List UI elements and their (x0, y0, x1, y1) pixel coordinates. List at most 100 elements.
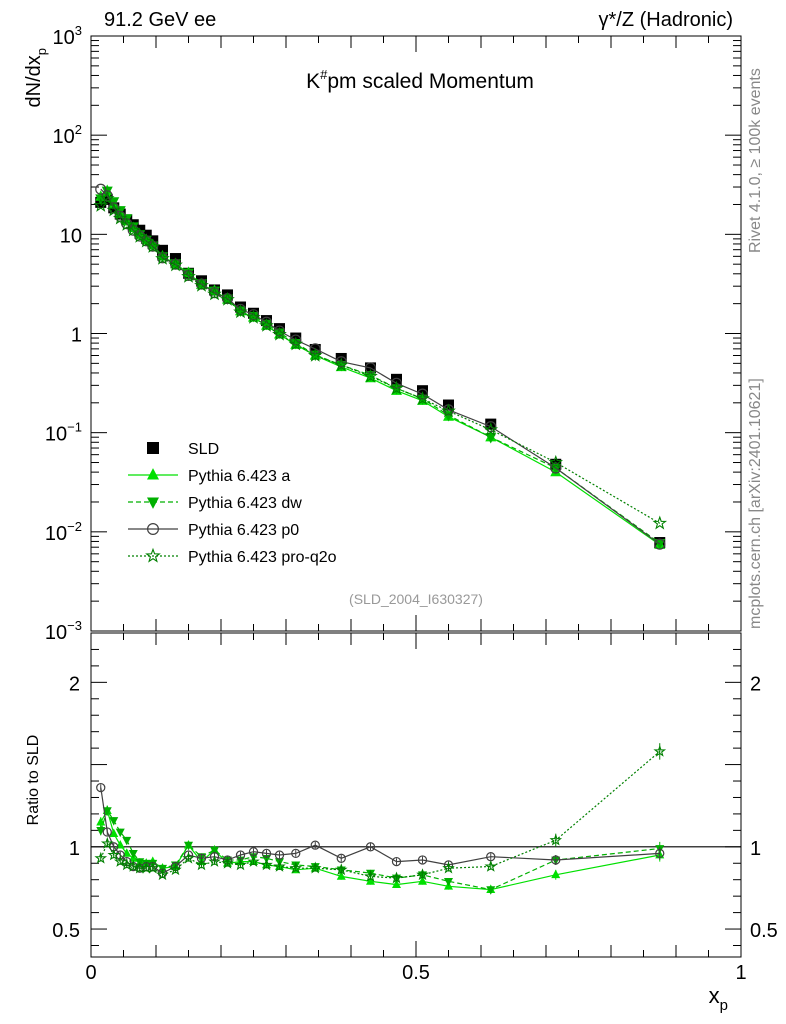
ratio-line (100, 787, 660, 874)
data-point (307, 347, 323, 362)
ratio-point (291, 848, 301, 859)
ratio-point (364, 869, 377, 882)
ratio-point (289, 861, 303, 874)
legend-entry: Pythia 6.423 pro-q2o (128, 547, 337, 566)
main-y-axis-label: dN/dxp (23, 48, 49, 107)
ratio-point (261, 848, 272, 859)
legend-label: SLD (188, 441, 219, 458)
ratio-point (336, 853, 346, 863)
ratio-point (486, 886, 496, 895)
legend-entry: Pythia 6.423 dw (128, 495, 302, 512)
mcplots-source-label: mcplots.cern.ch [arXiv:2401.10621] (747, 378, 764, 629)
series-line (100, 189, 661, 544)
ratio-series-pythia-6-423-a (96, 805, 665, 893)
ratio-point (100, 836, 114, 849)
data-point (485, 433, 497, 444)
data-point (181, 268, 196, 283)
ratio-point (208, 855, 221, 867)
ratio-point (391, 856, 402, 867)
data-point (95, 183, 107, 195)
x-tick-label: 0 (85, 962, 96, 984)
series-pythia-6-423-pro-q2o (93, 190, 668, 530)
data-point (99, 190, 115, 205)
ratio-point (107, 848, 121, 861)
ratio-y-tick-label: 2 (69, 673, 80, 695)
data-point (233, 304, 248, 319)
legend-label: Pythia 6.423 pro-q2o (188, 549, 337, 566)
data-point (145, 239, 161, 253)
ratio-y-tick-label-right: 2 (750, 673, 761, 695)
ratio-point (156, 868, 169, 881)
ratio-point (336, 871, 346, 880)
data-point (290, 334, 302, 346)
data-point (548, 454, 564, 469)
ratio-point (221, 856, 234, 869)
main-y-tick-label: 10 (60, 225, 82, 247)
ratio-frame (90, 632, 742, 958)
ratio-point (653, 744, 667, 757)
legend-marker (147, 468, 159, 480)
ratio-point (310, 840, 320, 850)
ratio-point (549, 833, 563, 846)
data-point (138, 233, 154, 248)
ratio-point (182, 851, 195, 864)
main-y-tick-label: 103 (53, 23, 82, 49)
ratio-y-tick-label: 0.5 (52, 920, 80, 942)
data-point (333, 357, 349, 372)
data-point (389, 380, 404, 395)
ratio-point (551, 869, 561, 879)
ratio-point (102, 807, 112, 816)
ratio-point (334, 863, 348, 876)
chart-title: K#pm scaled Momentum (306, 67, 534, 93)
ratio-point (102, 827, 112, 837)
header-right: γ*/Z (Hadronic) (599, 9, 733, 31)
data-point (194, 277, 209, 292)
data-point (272, 326, 287, 341)
data-point (119, 217, 135, 231)
data-point (363, 368, 378, 383)
series-pythia-6-423-p0 (95, 183, 666, 550)
data-point (246, 309, 261, 324)
legend-entry: SLD (147, 441, 219, 458)
series-line (100, 189, 661, 546)
data-point (654, 538, 666, 550)
data-point (112, 210, 128, 225)
main-y-tick-label: 10−3 (45, 618, 82, 644)
main-panel: K#pm scaled Momentum dN/dxp (SLD_2004_I6… (23, 23, 742, 644)
ratio-point (392, 879, 401, 889)
ratio-point (96, 816, 106, 826)
data-point (391, 373, 402, 385)
ratio-point (366, 876, 375, 885)
series-pythia-6-423-dw (95, 186, 666, 550)
ratio-point (96, 826, 106, 836)
ratio-point (113, 855, 127, 867)
ratio-point (274, 850, 285, 860)
legend-marker (147, 442, 159, 454)
rivet-version-label: Rivet 4.1.0, ≥ 100k events (747, 68, 764, 253)
ratio-point (126, 859, 140, 872)
ratio-point (115, 828, 125, 838)
ratio-point (184, 841, 193, 851)
data-point (260, 316, 273, 328)
ratio-point (390, 871, 403, 884)
data-point (125, 222, 141, 237)
ratio-y-tick-label-right: 0.5 (750, 920, 778, 942)
ratio-point (122, 836, 132, 846)
main-frame (90, 35, 742, 632)
ratio-point (109, 828, 119, 838)
ratio-point (655, 848, 665, 859)
ratio-axis-ticks: 2 21 10.5 0.50 0.5 1 (52, 633, 778, 984)
ratio-point (551, 855, 561, 865)
ratio-line (100, 809, 660, 891)
ratio-point (169, 863, 182, 876)
ratio-series-pythia-6-423-dw (96, 805, 665, 895)
legend: SLD Pythia 6.423 a Pythia 6.423 dw Pythia 6… (128, 441, 337, 566)
x-tick-label: 0.5 (402, 962, 430, 984)
legend-label: Pythia 6.423 a (188, 468, 290, 485)
series-sld (95, 193, 666, 549)
ratio-point (247, 855, 260, 867)
main-y-tick-label: 1 (71, 325, 82, 347)
ratio-point (195, 858, 208, 871)
